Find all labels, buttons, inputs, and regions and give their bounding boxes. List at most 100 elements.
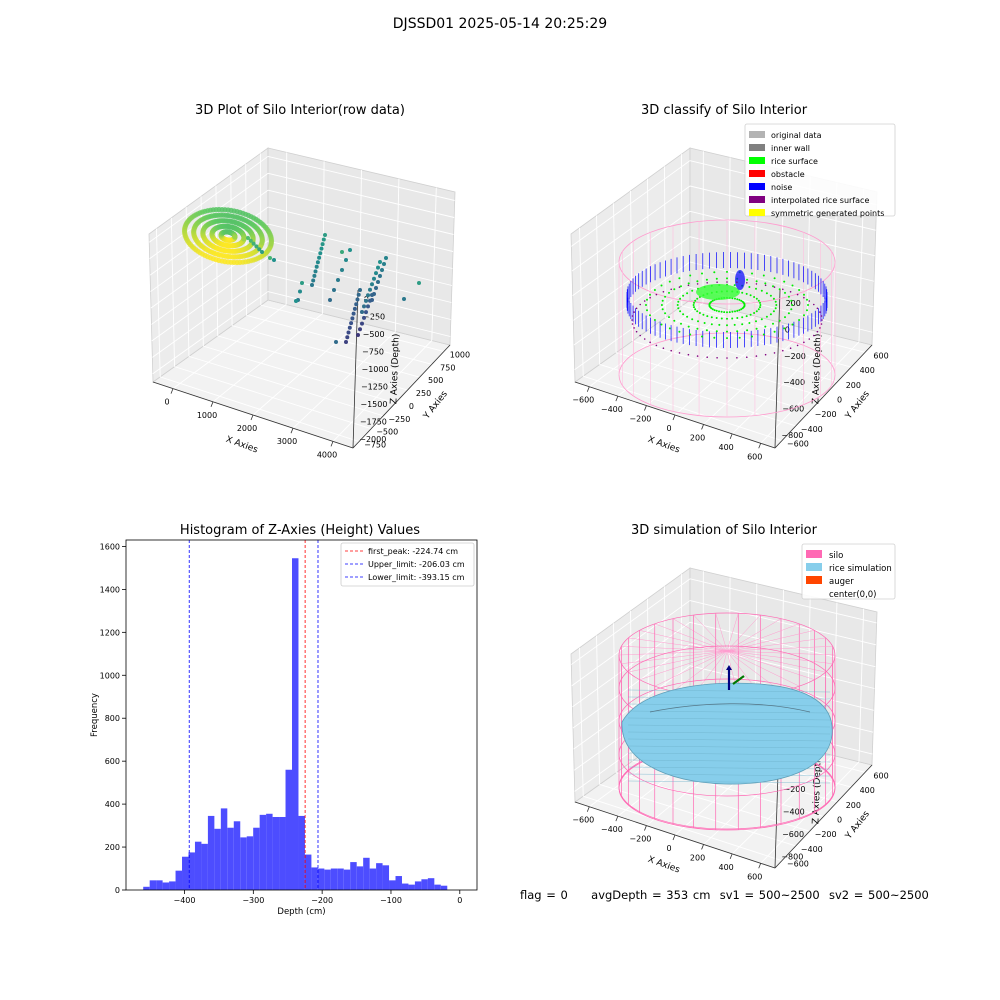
plot2-rice-point xyxy=(778,319,781,322)
plot2-legend-box xyxy=(744,123,896,217)
plot2-rice-point xyxy=(726,317,728,320)
plot2-rice-point xyxy=(757,299,760,302)
plot2-xgrid-back xyxy=(728,157,731,310)
plot4-legend-label: auger xyxy=(829,577,854,587)
plot2-legend-label: obstacle xyxy=(771,170,805,179)
histogram-bar xyxy=(356,866,364,890)
plot2-rice-point xyxy=(703,322,706,324)
histogram-bar xyxy=(369,868,377,890)
plot4-zgrid-back xyxy=(689,600,877,646)
plot2-rice-point xyxy=(678,277,681,280)
plot1-ztick-label: −1750 xyxy=(360,418,387,427)
plot2-interpolated-point xyxy=(813,303,815,306)
plot2-rice-point xyxy=(746,329,749,332)
plot2-interpolated-point xyxy=(635,330,638,333)
plot4-silo-roof-wire xyxy=(726,650,800,687)
plot1-ztick-label: −2000 xyxy=(359,435,386,444)
plot1-point-wall xyxy=(358,288,362,292)
plot2-xtick xyxy=(615,395,619,402)
plot2-rice-point xyxy=(676,304,679,306)
plot2-rice-point xyxy=(748,286,751,288)
plot2-legend-swatch xyxy=(749,196,765,203)
plot2-rice-point xyxy=(715,317,718,319)
plot4-silo-roof-wire xyxy=(628,637,728,652)
plot1-ztick-label: −1500 xyxy=(360,400,387,409)
plot1-ygrid xyxy=(217,335,408,391)
plot2-ytick-label: 200 xyxy=(846,381,861,390)
plot1-ytick-label: 1000 xyxy=(450,350,470,359)
plot2-rice-point xyxy=(741,307,744,310)
plot2-interpolated-point xyxy=(803,341,805,344)
plot2-rice-point xyxy=(798,319,801,321)
plot1-ztick-label: −1000 xyxy=(362,365,389,374)
plot4-ygrid xyxy=(583,795,783,862)
histogram-bar xyxy=(220,808,228,890)
plot1-point-wall xyxy=(376,280,380,284)
plot4-silo-roof-wire xyxy=(726,618,782,652)
plot4-silo-roof-wire xyxy=(726,650,826,673)
plot1-point-outlier xyxy=(294,299,298,303)
plot1-zgrid-back xyxy=(267,240,453,286)
plot1-ytick-label: 250 xyxy=(416,389,431,398)
plot1-point-wall xyxy=(312,273,317,278)
histogram-ytick-label: 400 xyxy=(105,800,120,809)
plot4-rice-mesh xyxy=(627,745,831,749)
histogram-bar xyxy=(304,854,312,890)
plot2-interpolated-point xyxy=(655,344,658,347)
plot2-rice-point xyxy=(764,282,767,285)
plot2-rice-point xyxy=(806,309,808,312)
histogram-bar xyxy=(272,816,280,890)
plot2-rice-point xyxy=(736,309,739,312)
plot2-rice-point xyxy=(660,284,663,287)
plot2-legend-swatch xyxy=(749,131,765,138)
plot2-ygrid-left xyxy=(579,227,584,377)
plot2-interpolated-point xyxy=(782,349,784,352)
histogram-legend-label: first_peak: -224.74 cm xyxy=(368,547,458,556)
plot2-rice-point xyxy=(710,323,713,326)
plot2-rice-point xyxy=(753,296,756,298)
plot2-rice-point xyxy=(697,320,699,323)
plot4-silo-roof-wire xyxy=(726,650,833,664)
plot2-interpolated-point xyxy=(643,338,646,340)
plot2-rice-point xyxy=(698,312,701,314)
plot2-rice-point xyxy=(773,330,776,333)
plot2-rice-point xyxy=(680,322,682,325)
plot2-rice-point xyxy=(694,299,697,302)
plot2-rice-point xyxy=(687,325,690,328)
plot4-xtick xyxy=(586,806,590,812)
plot4-silo-roof-wire xyxy=(726,637,826,652)
histogram-legend-label: Upper_limit: -206.03 cm xyxy=(368,560,465,569)
plot1-point-wall xyxy=(356,292,361,297)
plot2-rice-point xyxy=(755,327,758,330)
plot1-xtick-label: 4000 xyxy=(317,450,337,459)
plot2-interpolated-point xyxy=(662,291,665,293)
histogram-frame xyxy=(125,539,478,891)
plot2-legend-swatch xyxy=(749,183,765,190)
plot2-ygrid xyxy=(583,375,783,442)
plot2-rice-point xyxy=(733,323,736,326)
plot2-rice-point xyxy=(691,318,694,321)
plot2-rice-point xyxy=(661,308,664,311)
sv2-value: sv2 = 500~2500 xyxy=(828,888,929,902)
histogram-bar xyxy=(156,880,163,890)
plot2-xtick xyxy=(729,433,733,440)
plot2-rice-point xyxy=(673,319,676,322)
plot4-ytick-label: −200 xyxy=(815,830,837,839)
plot2-rice-point xyxy=(769,294,772,297)
plot4-silo-roof-wire xyxy=(715,613,728,652)
plot1-point-outlier xyxy=(340,250,344,254)
plot2-rice-point xyxy=(677,300,680,303)
plot2-rice-point xyxy=(791,323,794,326)
plot1-point-wall xyxy=(370,282,374,287)
plot4-silo-roof-wire xyxy=(693,614,728,652)
plot1-point-surface xyxy=(268,241,274,247)
plot2-rice-point xyxy=(713,336,716,339)
plot1-point-wall xyxy=(318,251,323,256)
histogram-ytick-label: 1200 xyxy=(100,628,120,637)
histogram-bar xyxy=(207,815,215,890)
plot2-interpolated-point xyxy=(821,319,823,321)
plot2-rice-point xyxy=(693,301,695,304)
plot1-point-wall xyxy=(380,268,384,272)
plot2-legend-swatch xyxy=(749,157,765,164)
plot2-rice-point xyxy=(705,278,708,281)
